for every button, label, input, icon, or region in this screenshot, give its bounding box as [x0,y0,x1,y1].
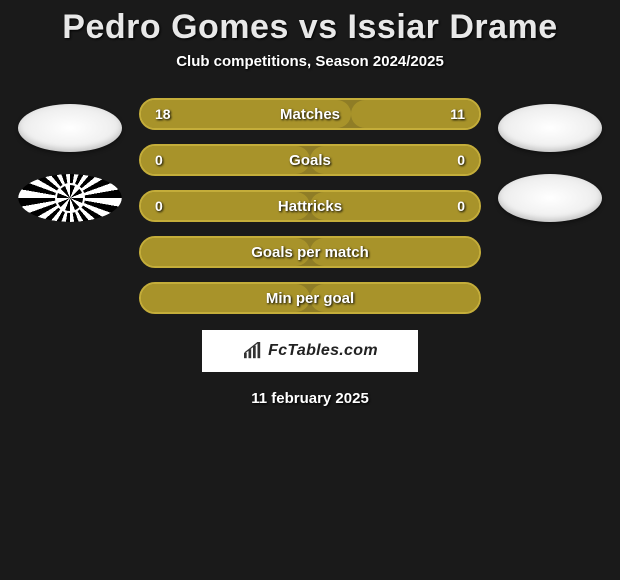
stat-row: Min per goal [139,282,481,314]
brand-label: FcTables.com [268,342,378,360]
club-badge-icon [18,104,122,152]
stat-label: Matches [280,106,340,123]
stat-label: Goals per match [251,244,369,261]
club-badge-icon [498,104,602,152]
page-subtitle: Club competitions, Season 2024/2025 [0,53,620,70]
page-title: Pedro Gomes vs Issiar Drame [0,8,620,47]
stat-value-left: 18 [155,106,171,122]
stat-value-left: 0 [155,198,163,214]
stat-value-left: 0 [155,152,163,168]
stat-label: Min per goal [266,290,354,307]
stat-label: Hattricks [278,198,342,215]
stat-row: Matches 18 11 [139,98,481,130]
club-badge-icon [18,174,122,222]
stat-row: Goals per match [139,236,481,268]
footer-date: 11 february 2025 [0,390,620,407]
stat-bar-right [310,146,479,174]
stat-label: Goals [289,152,331,169]
stat-value-right: 0 [457,198,465,214]
brand-box[interactable]: FcTables.com [202,330,418,372]
main-row: Matches 18 11 Goals 0 0 Hattricks 0 0 Goals per m… [0,98,620,314]
club-badge-icon [498,174,602,222]
stat-row: Goals 0 0 [139,144,481,176]
stat-value-right: 0 [457,152,465,168]
stat-value-right: 11 [450,106,465,122]
right-badge-column [495,98,605,222]
stat-bar-left [141,146,310,174]
stats-column: Matches 18 11 Goals 0 0 Hattricks 0 0 Goals per m… [139,98,481,314]
root-container: Pedro Gomes vs Issiar Drame Club competi… [0,0,620,580]
stat-row: Hattricks 0 0 [139,190,481,222]
bar-chart-icon [242,342,264,360]
left-badge-column [15,98,125,222]
